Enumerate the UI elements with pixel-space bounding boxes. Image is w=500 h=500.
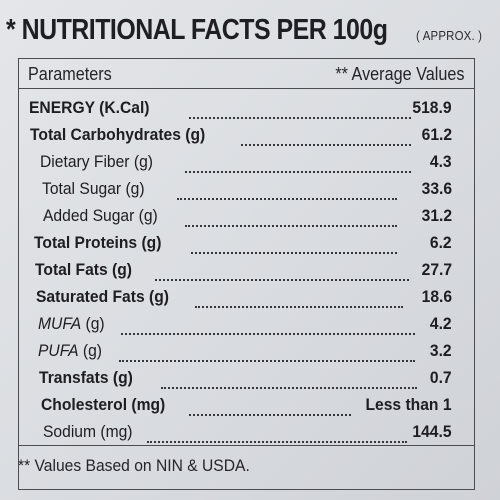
row-label: ENERGY (K.Cal) [29, 98, 150, 117]
row-value: 4.3 [430, 152, 452, 171]
dot-leader [147, 423, 407, 443]
dot-leader [121, 315, 415, 335]
header-average-values: ** Average Values [334, 64, 464, 84]
table-row-total-carbohydrates: Total Carbohydrates (g) 61.2 [19, 122, 474, 148]
dot-leader [185, 207, 397, 227]
row-label-unit: (g) [81, 314, 105, 333]
row-label: Total Carbohydrates (g) [30, 125, 206, 144]
dot-leader [191, 234, 397, 254]
table-row-dietary-fiber: Dietary Fiber (g) 4.3 [19, 149, 474, 175]
row-label: Total Fats (g) [35, 260, 133, 279]
row-value: 0.7 [430, 368, 452, 387]
row-label: Added Sugar (g) [43, 206, 158, 225]
row-value: 33.6 [421, 179, 452, 198]
row-value: 27.7 [421, 260, 452, 279]
dot-leader [155, 261, 409, 281]
dot-leader [185, 153, 411, 173]
row-value: Less than 1 [365, 395, 452, 414]
table-row-mufa: MUFA (g) 4.2 [19, 311, 474, 337]
row-label-italic: MUFA [38, 314, 82, 333]
row-label: Sodium (mg) [43, 422, 133, 441]
row-label: Saturated Fats (g) [36, 287, 169, 306]
row-label: Total Sugar (g) [42, 179, 145, 198]
row-label: Dietary Fiber (g) [40, 152, 153, 171]
header-parameters: Parameters [28, 64, 112, 84]
row-value: 18.6 [421, 287, 452, 306]
row-value: 61.2 [421, 125, 452, 144]
dot-leader [195, 288, 403, 308]
table-row-total-proteins: Total Proteins (g) 6.2 [19, 230, 474, 256]
table-row-saturated-fats: Saturated Fats (g) 18.6 [19, 284, 474, 310]
dot-leader [177, 180, 397, 200]
row-label: Cholesterol (mg) [41, 395, 166, 414]
row-value: 144.5 [412, 422, 452, 441]
table-row-cholesterol: Cholesterol (mg) Less than 1 [19, 392, 474, 418]
row-label: MUFA (g) [38, 314, 105, 334]
table-row-total-sugar: Total Sugar (g) 33.6 [19, 176, 474, 202]
row-value: 31.2 [421, 206, 452, 225]
row-label-unit: (g) [78, 341, 103, 360]
table-row-total-fats: Total Fats (g) 27.7 [19, 257, 474, 283]
dot-leader [241, 126, 411, 146]
row-value: 518.9 [412, 98, 452, 117]
row-value: 3.2 [430, 341, 452, 360]
row-label: PUFA (g) [38, 341, 102, 361]
nutrient-rows: ENERGY (K.Cal) 518.9 Total Carbohydrates… [19, 89, 474, 446]
table-row-added-sugar: Added Sugar (g) 31.2 [19, 203, 474, 229]
row-value: 4.2 [430, 314, 452, 333]
title-approx-note: ( APPROX. ) [416, 28, 483, 43]
table-row-energy: ENERGY (K.Cal) 518.9 [19, 95, 474, 121]
dot-leader [189, 99, 411, 119]
dot-leader [161, 369, 417, 389]
title-main: * NUTRITIONAL FACTS PER 100g [6, 14, 388, 46]
nutrition-table: Parameters ** Average Values ENERGY (K.C… [18, 58, 475, 490]
table-row-sodium: Sodium (mg) 144.5 [19, 419, 474, 445]
nutrition-title: * NUTRITIONAL FACTS PER 100g ( APPROX. ) [6, 14, 498, 58]
table-row-transfats: Transfats (g) 0.7 [19, 365, 474, 391]
table-row-pufa: PUFA (g) 3.2 [19, 338, 474, 364]
dot-leader [119, 342, 415, 362]
footnote: ** Values Based on NIN & USDA. [18, 456, 250, 475]
table-header-row: Parameters ** Average Values [19, 59, 474, 89]
row-value: 6.2 [430, 233, 452, 252]
row-label: Total Proteins (g) [34, 233, 162, 252]
row-label: Transfats (g) [39, 368, 133, 387]
row-label-italic: PUFA [38, 341, 79, 360]
dot-leader [189, 396, 351, 416]
